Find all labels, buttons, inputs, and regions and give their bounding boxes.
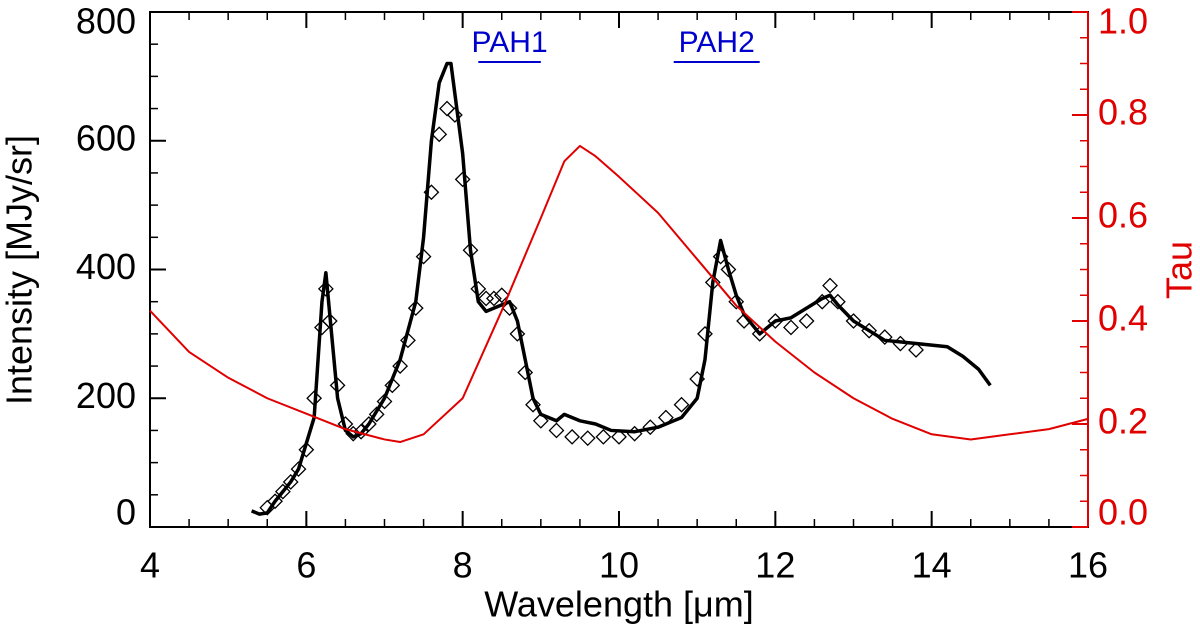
data-point [642,419,659,436]
data-point [470,280,487,297]
data-point [337,416,354,432]
data-point [431,126,448,143]
data-point [392,358,409,374]
data-point [720,261,737,278]
data-point [446,107,463,123]
data-line [149,144,1089,444]
data-point [579,430,596,447]
data-point [360,416,377,432]
y2-tick-label: 1.0 [1098,1,1148,42]
data-point [697,325,713,342]
data-point [861,322,878,339]
data-point [353,423,369,440]
data-point [376,393,393,410]
data-point [548,422,565,439]
data-point [611,428,627,445]
data-point [908,342,924,358]
data-point [407,300,424,317]
data-point [267,493,283,510]
data-point [626,425,643,442]
x-tick-label: 10 [599,545,639,586]
data-point [290,461,307,477]
y-axis-label: Intensity [MJy/sr] [0,135,40,405]
y-tick-label: 400 [76,246,136,287]
data-point [462,242,479,259]
y2-tick-label: 0.6 [1098,195,1148,236]
data-point [329,377,346,394]
data-point [822,277,838,294]
x-tick-label: 4 [140,545,160,586]
data-point [736,313,752,329]
data-point [595,428,612,445]
data-point [298,441,315,458]
plot-frame [149,11,1089,528]
x-tick-label: 14 [912,545,952,586]
data-point [845,313,862,329]
data-point [400,332,416,349]
data-point [704,274,721,291]
y-tick-label: 600 [76,117,136,158]
data-point [712,248,729,265]
data-point [532,412,549,429]
data-point [321,313,338,329]
y-tick-label: 800 [76,1,136,42]
data-point [657,409,674,426]
data-point [564,428,581,445]
data-point [454,171,471,188]
y2-tick-label: 0.2 [1098,401,1148,442]
data-point [517,364,534,381]
data-point [689,371,706,387]
data-point [274,483,291,500]
data-point [876,329,893,346]
data-point [423,184,440,201]
x-tick-label: 6 [296,545,316,586]
y2-axis-label: Tau [1159,241,1200,299]
data-point [478,290,495,307]
annotation: PAH2 [679,26,755,59]
data-point [345,425,362,442]
data-point [509,325,526,342]
data-point [439,100,455,117]
data-point [673,396,690,413]
x-tick-label: 12 [755,545,795,586]
data-point [317,280,334,297]
data-point [282,474,299,490]
x-tick-label: 8 [453,545,473,586]
y-tick-label: 200 [76,375,136,416]
data-point [415,248,432,265]
data-point [783,319,799,336]
y-tick-label: 0 [116,492,136,533]
x-axis-label: Wavelength [μm] [484,584,754,625]
y2-tick-label: 0.8 [1098,92,1148,133]
data-point [525,396,541,413]
data-point [486,290,502,307]
data-point [306,390,323,407]
annotation: PAH1 [471,26,547,59]
y2-tick-label: 0.4 [1098,298,1148,339]
x-tick-label: 16 [1068,545,1108,586]
data-point [814,293,831,310]
data-point [368,406,385,423]
data-point [892,335,909,352]
data-point [384,377,401,394]
data-point [767,313,784,329]
data-line [250,61,992,516]
data-point [798,313,815,329]
data-point [829,293,846,310]
data-point [493,287,510,304]
y2-tick-label: 0.0 [1098,492,1148,533]
